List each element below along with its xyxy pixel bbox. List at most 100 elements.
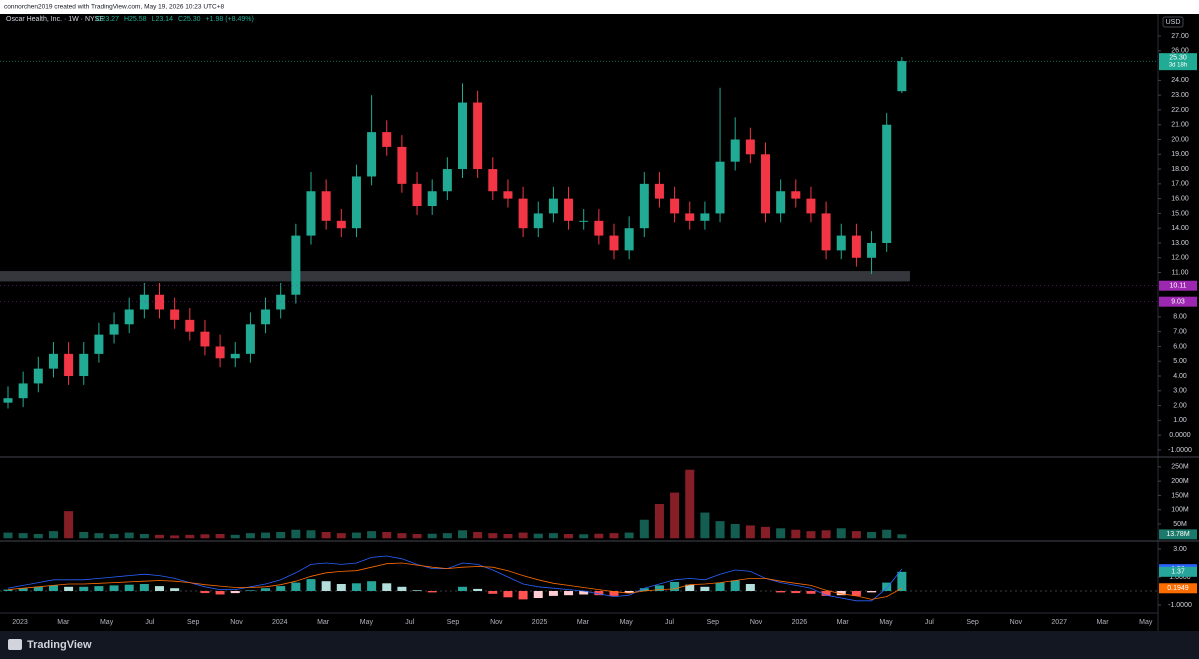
macd-histogram-bar	[351, 583, 361, 591]
credit-bar	[0, 0, 1199, 14]
histogram-last-label: 1.37	[1171, 569, 1185, 576]
candle-body	[745, 139, 755, 155]
volume-bar	[245, 533, 255, 539]
candle-body	[336, 220, 346, 229]
x-tick-label: Jul	[145, 619, 154, 626]
volume-bar	[594, 533, 604, 539]
candle-body	[306, 191, 316, 236]
candle-body	[579, 220, 589, 222]
macd-line	[7, 555, 903, 602]
footer-bar	[0, 631, 1199, 659]
candle-body	[609, 235, 619, 251]
macd-histogram-bar	[579, 591, 589, 595]
volume-bar	[821, 530, 831, 539]
volume-bar	[155, 534, 164, 539]
candle-body	[882, 124, 892, 243]
x-tick-label: May	[100, 619, 114, 626]
candle-body	[806, 198, 816, 214]
macd-histogram-bar	[533, 591, 543, 598]
x-tick-label: May	[879, 619, 893, 626]
y-tick-label: 27.00	[1171, 33, 1189, 40]
y-tick-label: 1.00	[1173, 417, 1187, 424]
level-label: 10.11	[1170, 283, 1187, 290]
macd-histogram-bar	[291, 582, 301, 591]
candle-body	[367, 132, 377, 177]
y-tick-label: 4.00	[1173, 373, 1187, 380]
volume-bar	[48, 531, 58, 539]
volume-bar	[397, 533, 407, 539]
volume-bar	[306, 530, 316, 539]
macd-histogram-bar	[230, 591, 240, 594]
volume-bar	[321, 532, 331, 539]
y-tick-label: 13.00	[1171, 240, 1189, 247]
volume-bar	[503, 534, 513, 539]
chart-background	[0, 14, 1199, 631]
volume-bar	[261, 532, 271, 539]
volume-bar	[139, 534, 149, 539]
candle-body	[94, 334, 104, 354]
x-tick-label: Mar	[577, 619, 590, 626]
volume-bar	[336, 533, 346, 539]
macd-histogram-bar	[548, 591, 558, 596]
y-tick-label: 11.00	[1172, 269, 1189, 276]
candle-body	[215, 346, 225, 359]
macd-histogram-bar	[321, 581, 331, 591]
candle-body	[867, 242, 877, 258]
x-tick-label: 2026	[792, 619, 808, 626]
volume-bar	[488, 533, 498, 539]
volume-bar	[458, 530, 467, 539]
macd-histogram-bar	[488, 591, 498, 594]
y-tick-label: 0.0000	[1169, 432, 1191, 439]
currency-box[interactable]	[1162, 16, 1184, 28]
volume-bar	[806, 531, 816, 539]
volume-bar	[609, 533, 619, 539]
volume-bar	[639, 519, 649, 539]
macd-histogram-bar	[382, 583, 392, 591]
macd-histogram-bar	[715, 582, 725, 591]
candle-body	[64, 353, 74, 377]
macd-histogram-bar	[397, 586, 407, 591]
x-tick-label: Mar	[57, 619, 70, 626]
candle-body	[412, 183, 422, 207]
volume-bar	[79, 532, 89, 539]
volume-bar	[412, 534, 422, 539]
volume-bar	[548, 533, 558, 539]
level-label-box	[1159, 296, 1197, 307]
x-tick-label: Sep	[187, 619, 200, 626]
x-tick-label: Jul	[405, 619, 414, 626]
x-tick-label: 2027	[1051, 619, 1067, 626]
macd-histogram-bar	[503, 591, 513, 598]
y-tick-label: 3.00	[1173, 546, 1187, 553]
histogram-last-label-box	[1159, 566, 1197, 577]
x-tick-label: Nov	[750, 619, 763, 626]
y-tick-label: 19.00	[1171, 151, 1189, 158]
macd-line	[7, 562, 903, 600]
volume-bar	[685, 469, 695, 539]
volume-bar	[124, 532, 134, 539]
candle-body	[382, 132, 392, 147]
y-tick-label: 100M	[1171, 507, 1189, 514]
last-price: 25.30	[1169, 55, 1187, 62]
ohlc-legend: L23.14	[152, 16, 174, 23]
macd-histogram-bar	[473, 588, 483, 591]
macd-histogram-bar	[624, 591, 634, 594]
volume-bar	[367, 531, 377, 539]
y-tick-label: 3.00	[1173, 388, 1187, 395]
macd-histogram-bar	[33, 586, 43, 591]
candle-body	[170, 309, 180, 320]
level-label: 9.03	[1171, 299, 1185, 306]
macd-histogram-bar	[94, 586, 104, 591]
macd-histogram-bar	[564, 591, 574, 596]
x-tick-label: Jul	[665, 619, 674, 626]
volume-bar	[3, 532, 13, 539]
candle-body	[351, 176, 361, 229]
macd-histogram-bar	[336, 584, 346, 591]
candle-body	[321, 191, 331, 221]
volume-bar	[442, 533, 452, 539]
y-tick-label: 18.00	[1171, 166, 1189, 173]
candle-body	[261, 309, 271, 325]
macd-histogram-bar	[48, 585, 58, 591]
credit: connorchen2019 created with TradingView.…	[4, 4, 224, 11]
macd-histogram-bar	[215, 591, 225, 595]
